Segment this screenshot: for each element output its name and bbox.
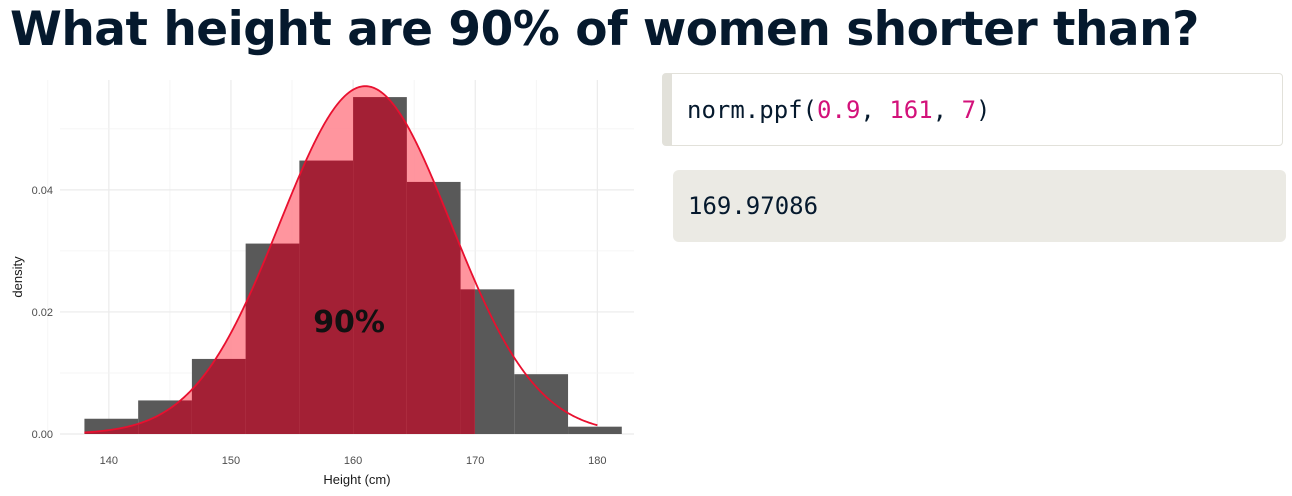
code-close-paren: )	[976, 95, 991, 124]
density-curve-line	[84, 85, 598, 434]
code-arg-mean: 161	[889, 95, 933, 124]
slide-title: What height are 90% of women shorter tha…	[10, 2, 1199, 57]
density-histogram-chart: 140 150 160 170 180 0.00 0.02 0.04 90% Height (…	[10, 80, 634, 487]
y-axis-title: density	[10, 256, 25, 298]
histogram-bar	[514, 374, 569, 434]
shaded-bar	[299, 160, 354, 434]
x-tick-label: 170	[466, 455, 484, 467]
shaded-bar	[460, 289, 475, 434]
x-tick-label: 160	[344, 455, 362, 467]
percentage-annotation: 90%	[313, 305, 385, 340]
code-cell[interactable]: norm.ppf(0.9, 161, 7)	[662, 73, 1283, 146]
y-tick-label: 0.00	[32, 429, 53, 441]
y-tick-label: 0.04	[32, 185, 53, 197]
axis-ticks: 140 150 160 170 180 0.00 0.02 0.04	[32, 185, 607, 467]
code-arg-probability: 0.9	[817, 95, 861, 124]
code-separator: ,	[932, 95, 962, 124]
x-tick-label: 180	[588, 455, 606, 467]
x-tick-label: 140	[100, 455, 118, 467]
shaded-bars	[84, 97, 475, 434]
code-separator: ,	[860, 95, 890, 124]
shaded-bar	[353, 97, 407, 434]
output-value: 169.97086	[688, 192, 819, 220]
output-cell: 169.97086	[673, 170, 1286, 242]
code-function: norm.ppf(	[687, 95, 818, 124]
code-arg-sd: 7	[961, 95, 977, 124]
x-tick-label: 150	[222, 455, 240, 467]
histogram-bar	[568, 426, 622, 434]
y-tick-label: 0.02	[32, 307, 53, 319]
x-axis-title: Height (cm)	[323, 472, 390, 487]
normal-curve	[84, 85, 598, 434]
shaded-region	[84, 86, 475, 434]
